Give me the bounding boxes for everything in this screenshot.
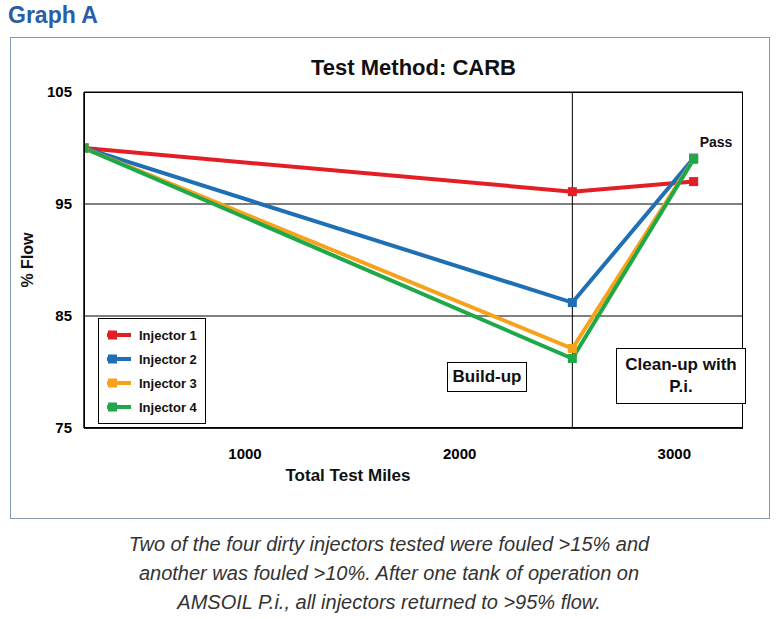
html-text:% Flow: % Flow (19, 232, 36, 288)
html-text:Test Method: CARB: Test Method: CARB (311, 55, 516, 80)
html-text:Injector 1: Injector 1 (139, 327, 197, 343)
html-text:AMSOIL P.i., all injectors ret: AMSOIL P.i., all injectors returned to >… (177, 591, 601, 613)
html-text:Two of the four dirty injector: Two of the four dirty injectors tested w… (128, 533, 650, 555)
html-text:Injector 4: Injector 4 (139, 399, 197, 415)
svg-text:105: 105 (47, 83, 72, 100)
html-text:Graph A: Graph A (8, 2, 98, 28)
html-text:Clean-up with P.i.: Clean-up with P.i. (625, 355, 737, 396)
svg-text:85: 85 (55, 307, 72, 324)
html-text:Total Test Miles: Total Test Miles (285, 466, 411, 485)
html-text:another was fouled >10%. After: another was fouled >10%. After one tank … (138, 562, 640, 584)
html-text:Pass: Pass (699, 134, 733, 150)
svg-text:75: 75 (55, 419, 72, 436)
html-text:Injector 3: Injector 3 (139, 375, 197, 391)
svg-text:1000: 1000 (228, 445, 261, 462)
svg-text:2000: 2000 (443, 445, 476, 462)
html-text:Build-up: Build-up (452, 367, 522, 386)
svg-text:95: 95 (55, 195, 72, 212)
html-text:Injector 2: Injector 2 (139, 351, 197, 367)
svg-text:3000: 3000 (658, 445, 691, 462)
